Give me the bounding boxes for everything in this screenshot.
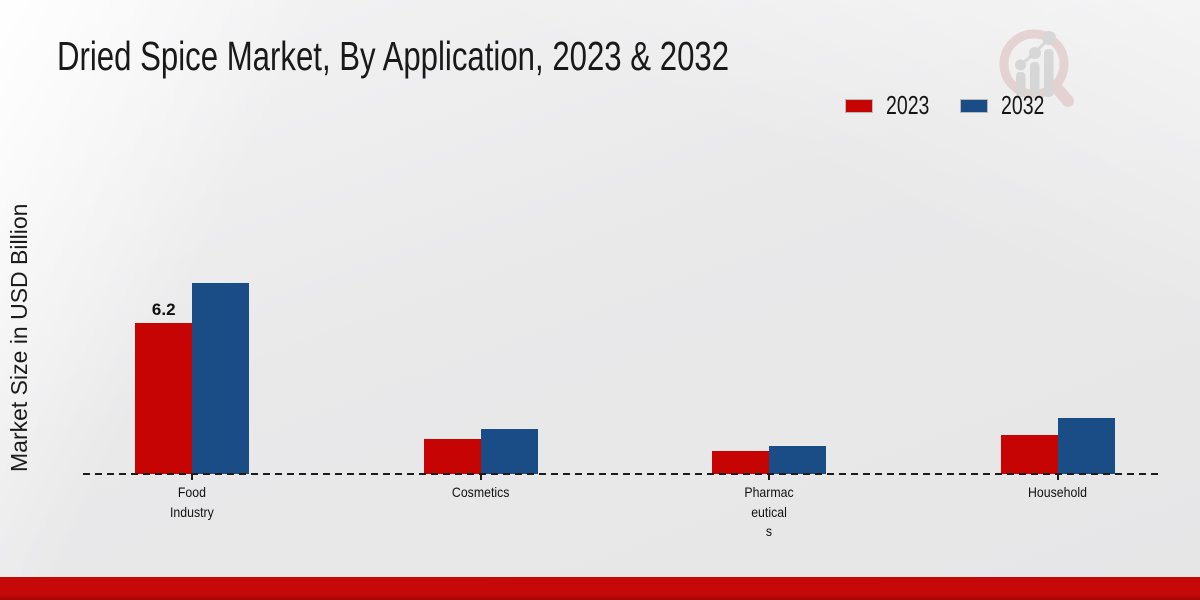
x-axis-category-label-food-industry: Food Industry xyxy=(122,483,262,522)
bar-2023-cosmetics xyxy=(423,438,481,474)
x-axis-category-label-text: Pharmac eutical s xyxy=(744,484,794,539)
bar-2023-food-industry xyxy=(135,323,193,474)
legend-item-2023: 2023 xyxy=(845,90,930,121)
x-axis-category-label-cosmetics: Cosmetics xyxy=(411,483,551,503)
legend-swatch-2032 xyxy=(960,98,988,113)
legend-label-2032: 2032 xyxy=(1001,90,1045,120)
bar-2032-pharmaceuticals xyxy=(769,445,827,474)
footer-red-strip xyxy=(0,577,1200,600)
x-axis-category-label-pharmaceuticals: Pharmac eutical s xyxy=(699,483,839,542)
legend: 2023 2032 xyxy=(845,90,1045,121)
x-axis-line xyxy=(83,473,1163,475)
legend-item-2032: 2032 xyxy=(960,90,1045,121)
x-axis-category-label-text: Cosmetics xyxy=(451,484,510,500)
x-axis-category-label-text: Household xyxy=(1028,484,1088,500)
bar-2023-household xyxy=(1000,435,1058,474)
bar-2032-household xyxy=(1057,417,1115,474)
chart-title: Dried Spice Market, By Application, 2023… xyxy=(57,33,730,79)
magnifier-bar-chart-logo xyxy=(999,29,1074,107)
x-axis-tick-household xyxy=(1056,474,1059,480)
bar-value-label: 6.2 xyxy=(151,300,176,320)
bar-2032-cosmetics xyxy=(480,428,538,474)
legend-label-2023: 2023 xyxy=(886,90,930,120)
x-axis-tick-pharmaceuticals xyxy=(768,474,771,480)
x-axis-category-label-text: Food Industry xyxy=(170,484,215,520)
bar-2023-pharmaceuticals xyxy=(712,450,770,474)
x-axis-tick-cosmetics xyxy=(479,474,482,480)
bar-2032-food-industry xyxy=(192,282,250,474)
x-axis-category-label-household: Household xyxy=(988,483,1128,503)
legend-swatch-2023 xyxy=(845,98,873,113)
x-axis-tick-food-industry xyxy=(191,474,194,480)
